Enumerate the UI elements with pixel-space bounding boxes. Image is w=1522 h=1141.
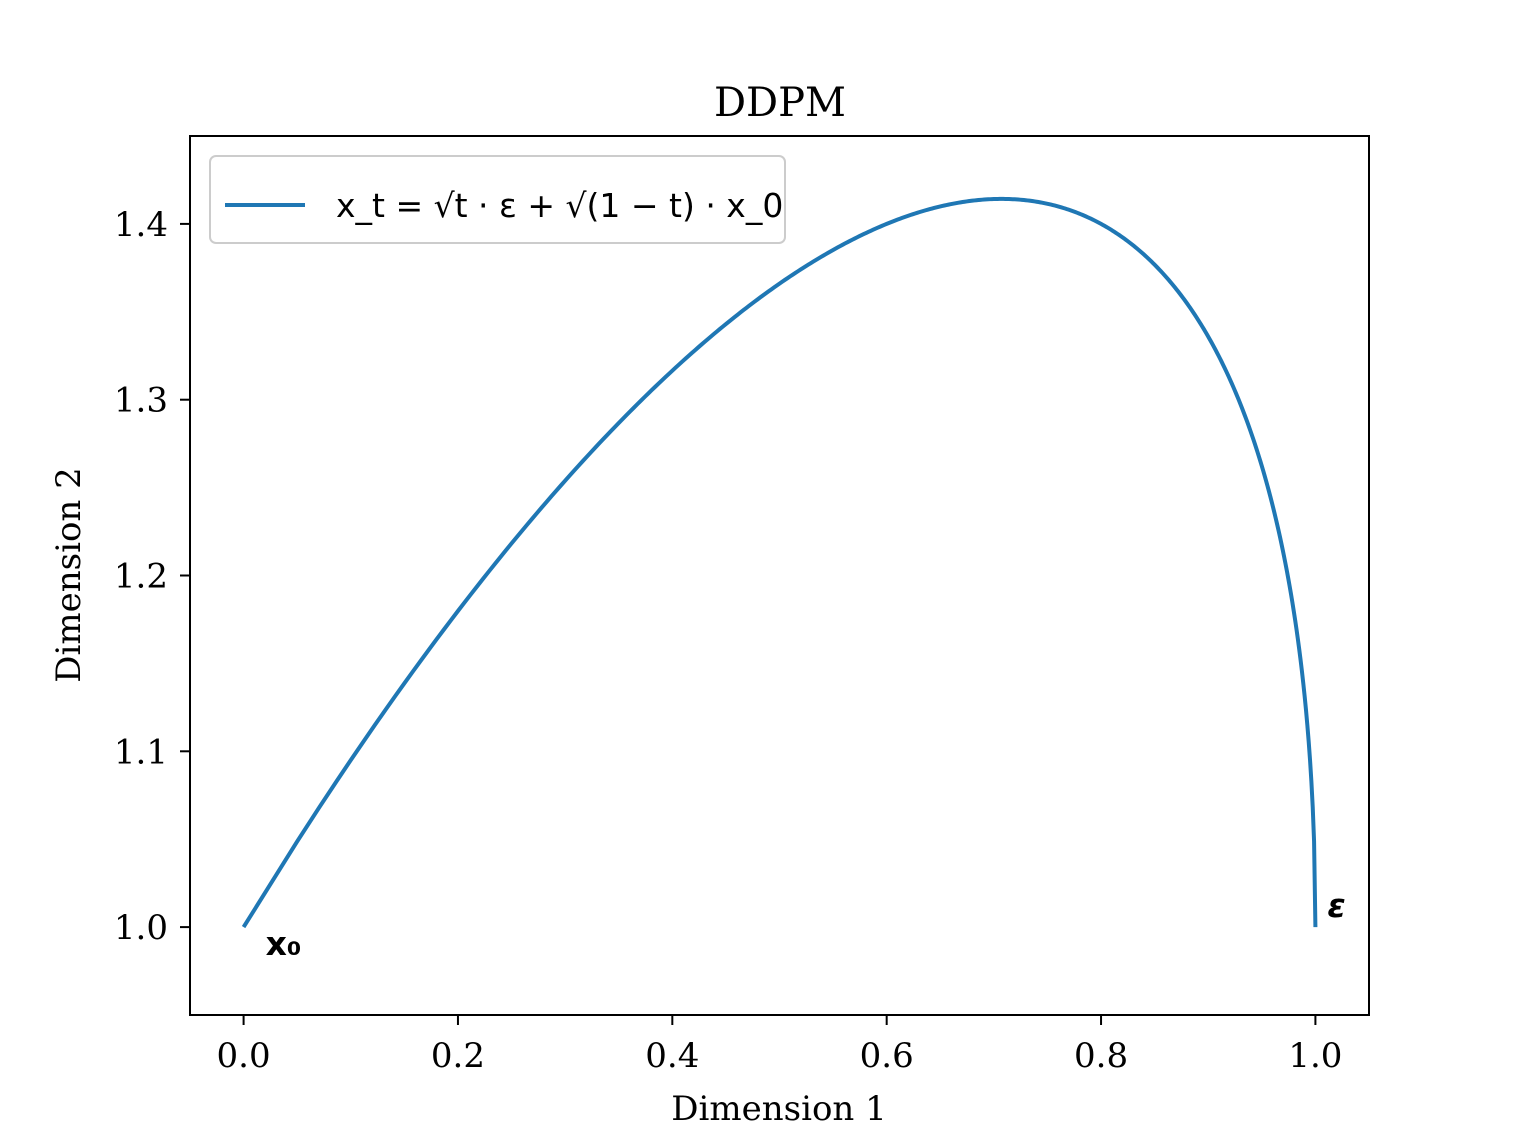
y-axis: 1.0 1.1 1.2 1.3 1.4: [114, 205, 190, 948]
x-tick-label: 0.8: [1074, 1036, 1128, 1076]
legend-label: x_t = √t · ε + √(1 − t) · x_0: [336, 186, 783, 225]
x-tick-label: 0.6: [860, 1036, 914, 1076]
x-tick-label: 1.0: [1288, 1036, 1342, 1076]
chart-title: DDPM: [714, 80, 846, 126]
legend: x_t = √t · ε + √(1 − t) · x_0: [209, 155, 786, 244]
y-tick-label: 1.1: [114, 732, 168, 772]
y-tick-label: 1.2: [114, 557, 168, 597]
series-line: [241, 196, 1318, 929]
x-axis-label: Dimension 1: [671, 1089, 887, 1129]
annotations: x₀ ε: [266, 886, 1346, 963]
annotation-epsilon: ε: [1327, 886, 1345, 925]
x-axis: 0.0 0.2 0.4 0.6 0.8 1.0: [217, 1015, 1342, 1076]
series-layer: [241, 196, 1318, 929]
x-tick-label: 0.4: [645, 1036, 699, 1076]
y-tick-label: 1.4: [114, 205, 168, 245]
y-axis-label: Dimension 2: [49, 467, 89, 683]
legend-box: [209, 155, 786, 244]
annotation-x0: x₀: [266, 924, 302, 963]
y-tick-label: 1.3: [114, 381, 168, 421]
x-tick-label: 0.0: [217, 1036, 271, 1076]
x-tick-label: 0.2: [431, 1036, 485, 1076]
y-tick-label: 1.0: [114, 908, 168, 948]
